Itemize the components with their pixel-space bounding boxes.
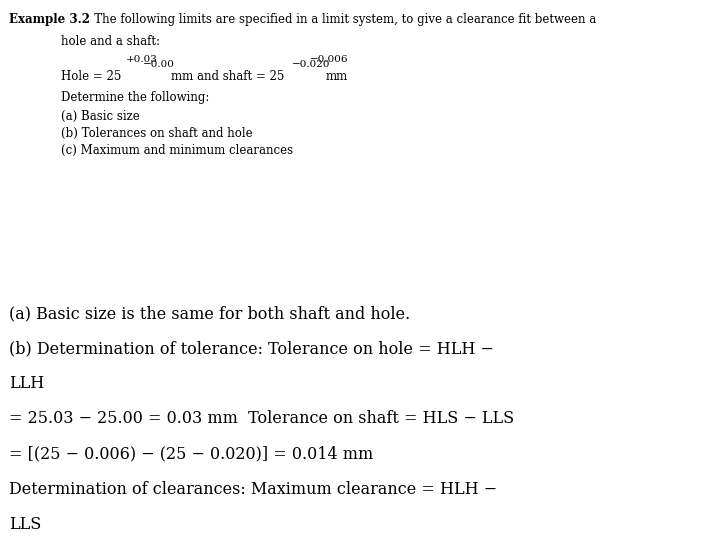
- Text: (a) Basic size is the same for both shaft and hole.: (a) Basic size is the same for both shaf…: [9, 305, 410, 322]
- Text: Determination of clearances: Maximum clearance = HLH −: Determination of clearances: Maximum cle…: [9, 481, 498, 497]
- Text: (c) Maximum and minimum clearances: (c) Maximum and minimum clearances: [61, 144, 293, 157]
- Text: −0.006: −0.006: [310, 55, 348, 64]
- Text: hole and a shaft:: hole and a shaft:: [61, 35, 160, 48]
- Text: Example 3.2: Example 3.2: [9, 14, 91, 26]
- Text: Hole = 25: Hole = 25: [61, 70, 122, 83]
- Text: mm and shaft = 25: mm and shaft = 25: [171, 70, 284, 83]
- Text: mm: mm: [325, 70, 348, 83]
- Text: Determine the following:: Determine the following:: [61, 91, 210, 104]
- Text: (a) Basic size: (a) Basic size: [61, 110, 140, 123]
- Text: −0.00: −0.00: [143, 60, 174, 70]
- Text: = 25.03 − 25.00 = 0.03 mm  Tolerance on shaft = HLS − LLS: = 25.03 − 25.00 = 0.03 mm Tolerance on s…: [9, 410, 515, 427]
- Text: LLH: LLH: [9, 375, 45, 392]
- Text: = [(25 − 0.006) − (25 − 0.020)] = 0.014 mm: = [(25 − 0.006) − (25 − 0.020)] = 0.014 …: [9, 446, 374, 462]
- Text: (b) Determination of tolerance: Tolerance on hole = HLH −: (b) Determination of tolerance: Toleranc…: [9, 340, 494, 357]
- Text: The following limits are specified in a limit system, to give a clearance fit be: The following limits are specified in a …: [83, 14, 596, 26]
- Text: −0.020: −0.020: [292, 60, 330, 70]
- Text: (b) Tolerances on shaft and hole: (b) Tolerances on shaft and hole: [61, 127, 253, 140]
- Text: LLS: LLS: [9, 516, 42, 532]
- Text: +0.03: +0.03: [126, 55, 158, 64]
